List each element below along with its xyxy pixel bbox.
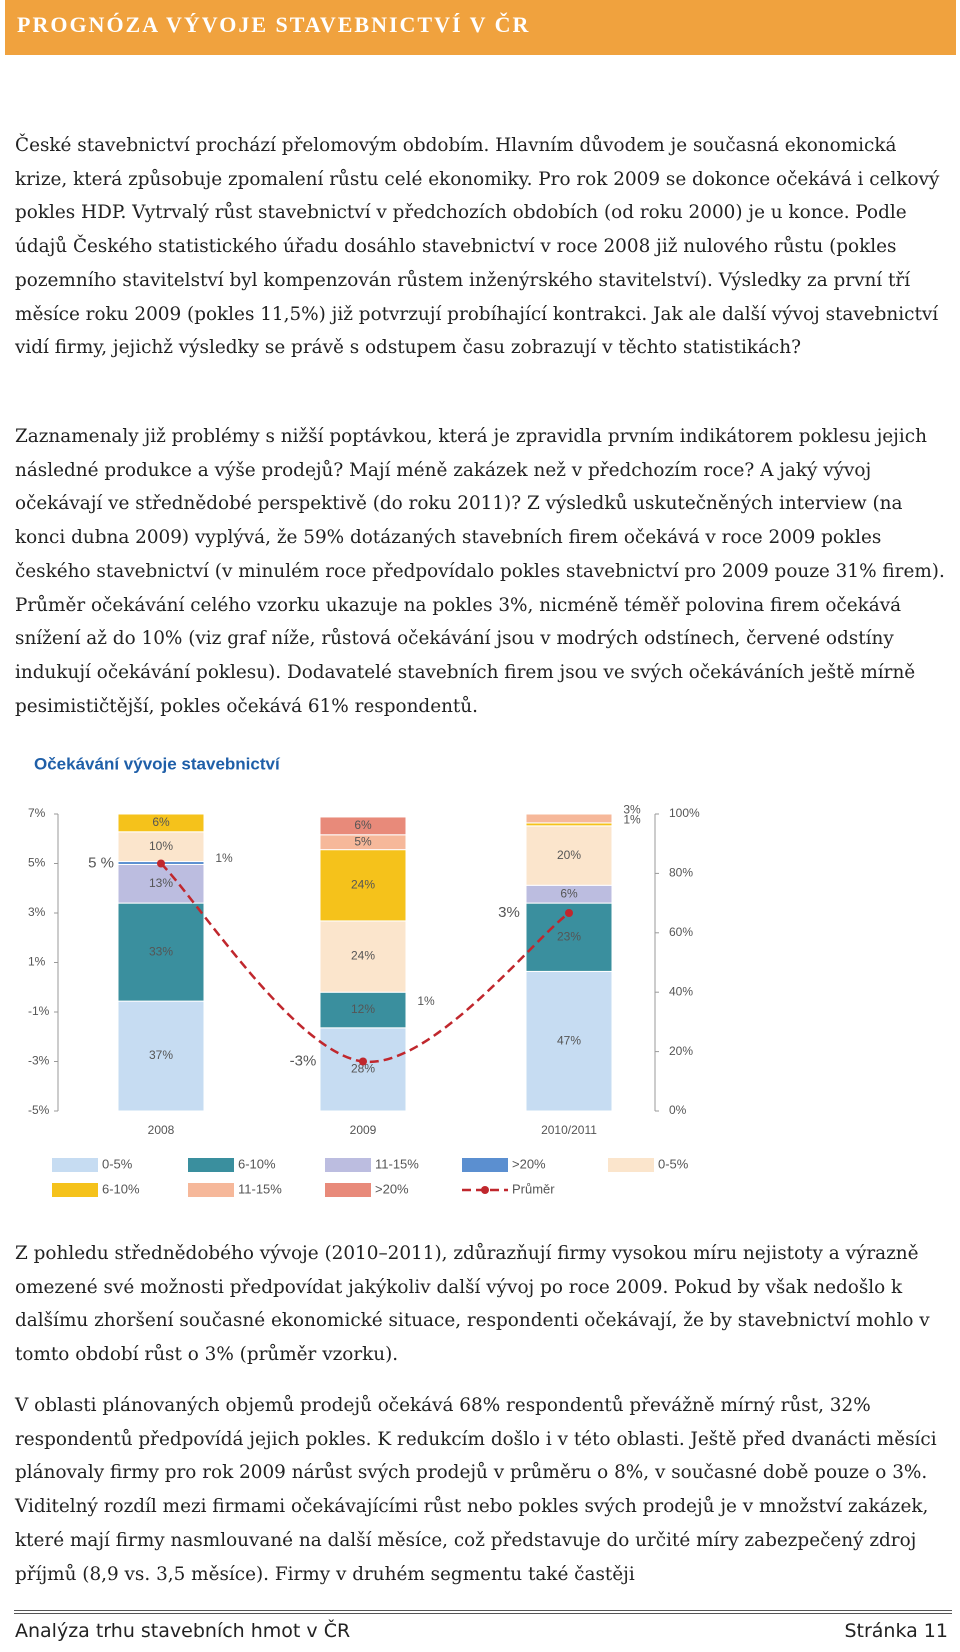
line-label: -3% — [290, 1052, 317, 1069]
data-label: 6% — [560, 886, 578, 900]
legend-swatch — [608, 1158, 654, 1172]
bar-segment — [117, 1000, 205, 1112]
y-tick-label: 3% — [28, 905, 46, 919]
annotation: 1% — [417, 994, 435, 1008]
y2-tick-label: 40% — [669, 984, 693, 998]
data-label: 5% — [354, 834, 372, 848]
legend-label: 11-15% — [375, 1156, 419, 1171]
data-label: 3% — [623, 803, 641, 817]
legend-label: 0-5% — [102, 1156, 133, 1171]
legend-label: 6-10% — [102, 1181, 140, 1196]
y2-tick-label: 100% — [669, 806, 700, 820]
line-point — [359, 1057, 367, 1066]
legend-swatch — [325, 1183, 371, 1197]
bar-segment — [117, 813, 205, 833]
legend-swatch — [52, 1158, 98, 1172]
x-tick-label: 2009 — [350, 1123, 377, 1137]
y-tick-label: -3% — [28, 1054, 50, 1068]
data-label: 12% — [351, 1002, 375, 1016]
x-tick-label: 2010/2011 — [541, 1123, 597, 1137]
data-label: 33% — [149, 944, 173, 958]
line-point — [565, 909, 573, 917]
legend-swatch — [188, 1183, 234, 1197]
bar-segment — [525, 813, 613, 824]
legend-label: 11-15% — [238, 1181, 282, 1196]
bar-segment — [319, 1027, 407, 1112]
line-label: 3% — [498, 904, 520, 921]
data-label: 47% — [557, 1033, 581, 1047]
data-label: 23% — [557, 929, 581, 943]
footer-left: Analýza trhu stavebních hmot v ČR — [15, 1620, 351, 1642]
data-label: 28% — [351, 1062, 375, 1076]
data-label: 1% — [215, 851, 233, 865]
header-title: PROGNÓZA VÝVOJE STAVEBNICTVÍ V ČR — [17, 12, 531, 37]
legend-swatch — [188, 1158, 234, 1172]
bar-segment — [319, 816, 407, 836]
data-label: 6% — [152, 815, 170, 829]
chart: Očekávání vývoje stavebnictví -5% -3% -1% 1… — [28, 754, 700, 1197]
legend-label: 6-10% — [238, 1156, 276, 1171]
legend-label: 0-5% — [658, 1156, 689, 1171]
data-label: 37% — [149, 1048, 173, 1062]
legend-swatch — [52, 1183, 98, 1197]
data-label: 6% — [354, 818, 372, 832]
bar-segment — [319, 920, 407, 993]
y-tick-label: 7% — [28, 806, 46, 820]
legend-label: >20% — [375, 1181, 409, 1196]
data-label: 1% — [623, 813, 641, 827]
data-label: 24% — [351, 949, 375, 963]
y-tick-label: -5% — [28, 1103, 50, 1117]
paragraph: České stavebnictví prochází přelomovým o… — [15, 135, 940, 359]
y2-tick-label: 0% — [669, 1103, 687, 1117]
header-bar: PROGNÓZA VÝVOJE STAVEBNICTVÍ V ČR — [5, 0, 956, 55]
y2-tick-label: 80% — [669, 866, 693, 880]
footer-right: Stránka 11 — [844, 1620, 948, 1642]
paragraph: V oblasti plánovaných objemů prodejů oče… — [15, 1395, 937, 1585]
paragraph: Zaznamenaly již problémy s nižší poptávk… — [15, 426, 945, 717]
chart-title: Očekávání vývoje stavebnictví — [34, 754, 281, 773]
line-point — [157, 859, 165, 868]
paragraph: Z pohledu střednědobého vývoje (2010–201… — [15, 1243, 930, 1366]
legend-label: Průměr — [512, 1181, 555, 1196]
x-tick-label: 2008 — [148, 1123, 175, 1137]
data-label: 13% — [149, 876, 173, 890]
footer-rule — [14, 1610, 952, 1614]
bar-segment — [319, 849, 407, 922]
legend-swatch — [325, 1158, 371, 1172]
legend-label: >20% — [512, 1156, 546, 1171]
data-label: 10% — [149, 839, 173, 853]
data-label: 24% — [351, 877, 375, 891]
y2-tick-label: 20% — [669, 1044, 693, 1058]
line-label: 5 % — [88, 854, 114, 871]
y2-tick-label: 60% — [669, 925, 693, 939]
y-tick-label: 5% — [28, 856, 46, 870]
bar-segment — [117, 831, 205, 863]
bar-segment — [525, 970, 613, 1112]
y-tick-label: -1% — [28, 1004, 50, 1018]
legend-dot — [481, 1186, 489, 1194]
legend-swatch — [462, 1158, 508, 1172]
data-label: 20% — [557, 848, 581, 862]
y-tick-label: 1% — [28, 955, 46, 969]
